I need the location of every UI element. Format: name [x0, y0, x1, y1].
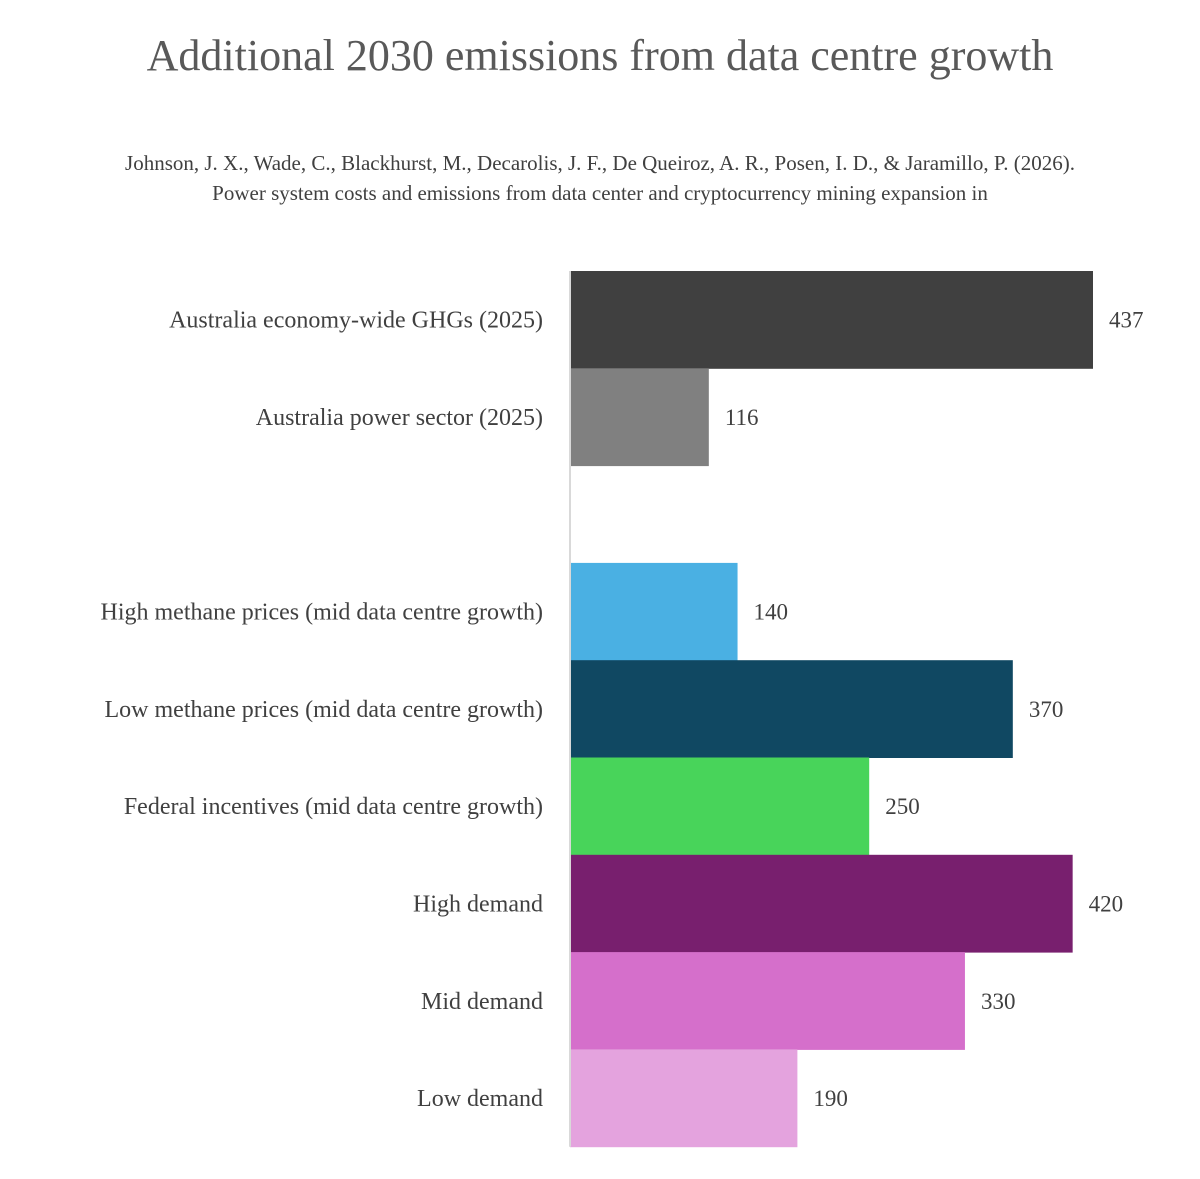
- category-label-australia-power-sector-2025: Australia power sector (2025): [256, 405, 543, 431]
- data-label-high-methane-prices-mid-data-centre-growth: 140: [754, 600, 789, 625]
- bar-high-methane-prices-mid-data-centre-growth: [570, 562, 738, 661]
- data-label-low-methane-prices-mid-data-centre-growth: 370: [1029, 697, 1064, 722]
- chart-subtitle: Johnson, J. X., Wade, C., Blackhurst, M.…: [125, 151, 1075, 205]
- bar-high-demand: [570, 854, 1073, 953]
- category-label-federal-incentives-mid-data-centre-growth: Federal incentives (mid data centre grow…: [124, 794, 543, 820]
- bar-low-methane-prices-mid-data-centre-growth: [570, 660, 1013, 758]
- category-label-high-methane-prices-mid-data-centre-growth: High methane prices (mid data centre gro…: [101, 600, 544, 626]
- category-label-mid-demand: Mid demand: [421, 989, 543, 1015]
- bar-federal-incentives-mid-data-centre-growth: [570, 757, 870, 856]
- bar-mid-demand: [570, 952, 965, 1050]
- data-label-mid-demand: 330: [981, 989, 1016, 1014]
- data-label-high-demand: 420: [1089, 891, 1124, 916]
- category-label-australia-economy-wide-ghgs-2025: Australia economy-wide GHGs (2025): [169, 308, 543, 334]
- bars-layer: [570, 271, 1093, 1148]
- data-label-low-demand: 190: [813, 1086, 848, 1111]
- category-label-low-demand: Low demand: [417, 1086, 543, 1112]
- bar-australia-power-sector-2025: [570, 368, 709, 467]
- data-label-australia-power-sector-2025: 116: [725, 405, 759, 430]
- category-label-high-demand: High demand: [413, 891, 543, 917]
- labels-layer: 437 Australia economy-wide GHGs (2025) 116…: [101, 308, 1144, 1112]
- bar-australia-economy-wide-ghgs-2025: [570, 271, 1093, 369]
- data-label-australia-economy-wide-ghgs-2025: 437: [1109, 308, 1144, 333]
- category-label-low-methane-prices-mid-data-centre-growth: Low methane prices (mid data centre grow…: [105, 697, 544, 723]
- bar-low-demand: [570, 1049, 798, 1148]
- chart-title: Additional 2030 emissions from data cent…: [146, 31, 1054, 80]
- data-label-federal-incentives-mid-data-centre-growth: 250: [885, 794, 920, 819]
